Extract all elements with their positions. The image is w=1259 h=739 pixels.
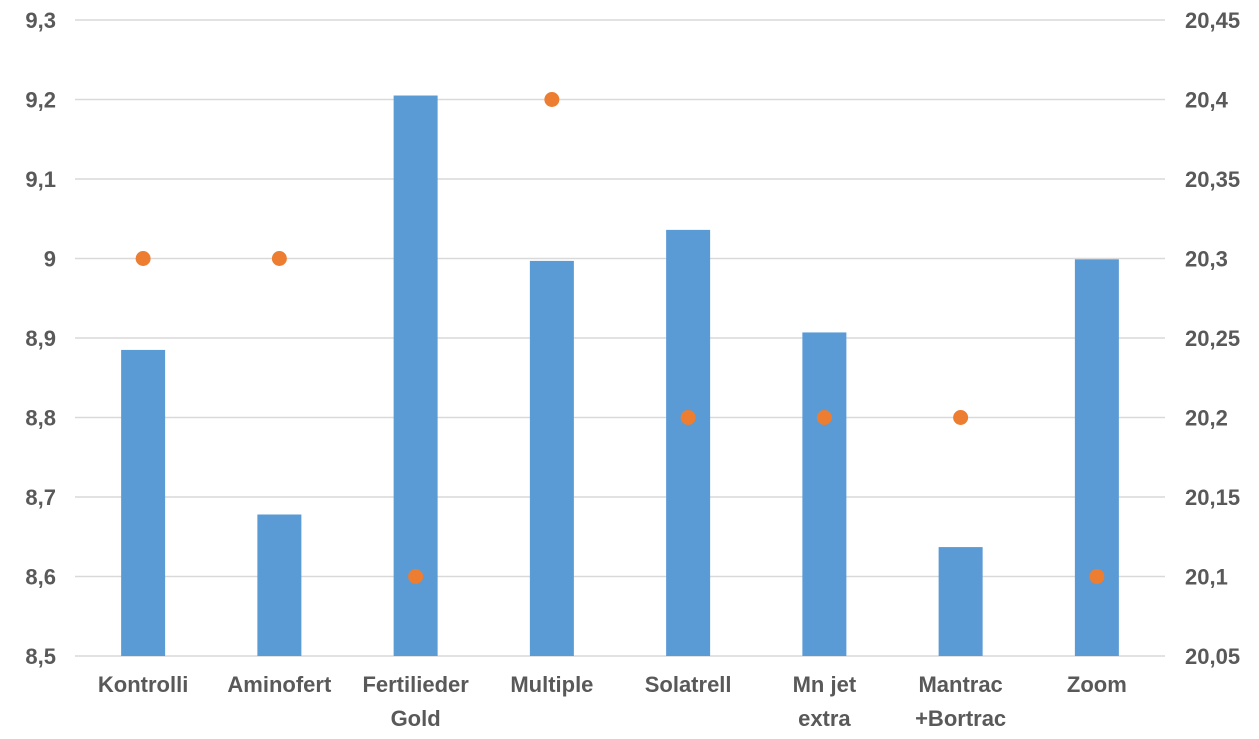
left-tick-label: 9,2 (25, 88, 56, 113)
gridlines (75, 19, 1165, 657)
bar (1074, 259, 1119, 656)
right-tick-label: 20,25 (1185, 326, 1240, 351)
category-label: Aminofert (227, 672, 332, 697)
category-label: Zoom (1067, 672, 1127, 697)
bar (393, 95, 438, 656)
left-tick-label: 8,7 (25, 485, 56, 510)
left-tick-label: 9 (44, 247, 56, 272)
right-tick-label: 20,45 (1185, 8, 1240, 33)
left-tick-label: 8,9 (25, 326, 56, 351)
data-point (680, 410, 696, 425)
data-point (1089, 569, 1105, 584)
category-axis: Kontrolli Aminofert Fertilieder Gold Multipl… (98, 672, 1127, 731)
bar (666, 229, 711, 656)
right-tick-label: 20,2 (1185, 406, 1228, 431)
category-label: Fertilieder Gold (362, 672, 469, 731)
left-axis: 8,5 8,6 8,7 8,8 8,9 9 9,1 9,2 9,3 (25, 8, 56, 669)
category-label: Multiple (510, 672, 593, 697)
category-label: Mantrac +Bortrac (915, 672, 1006, 731)
left-tick-label: 8,8 (25, 406, 56, 431)
left-tick-label: 9,1 (25, 167, 56, 192)
bar-series (121, 95, 1119, 656)
right-tick-label: 20,1 (1185, 565, 1228, 590)
right-axis: 20,05 20,1 20,15 20,2 20,25 20,3 20,35 20,4 20,4… (1185, 8, 1240, 669)
right-tick-label: 20,4 (1185, 88, 1229, 113)
left-tick-label: 9,3 (25, 8, 56, 33)
point-series (135, 92, 1105, 584)
data-point (816, 410, 832, 425)
right-tick-label: 20,05 (1185, 644, 1240, 669)
right-tick-label: 20,15 (1185, 485, 1240, 510)
left-tick-label: 8,5 (25, 644, 56, 669)
data-point (135, 251, 151, 266)
bar (529, 260, 574, 656)
bar (938, 547, 983, 656)
category-label: Solatrell (645, 672, 732, 697)
right-tick-label: 20,3 (1185, 247, 1228, 272)
category-label: Mn jet extra (793, 672, 857, 731)
data-point (408, 569, 424, 584)
category-label: Kontrolli (98, 672, 188, 697)
bar (257, 514, 302, 656)
data-point (544, 92, 560, 107)
left-tick-label: 8,6 (25, 565, 56, 590)
bar (802, 332, 847, 656)
data-point (271, 251, 287, 266)
bar (121, 349, 166, 656)
data-point (953, 410, 969, 425)
right-tick-label: 20,35 (1185, 167, 1240, 192)
